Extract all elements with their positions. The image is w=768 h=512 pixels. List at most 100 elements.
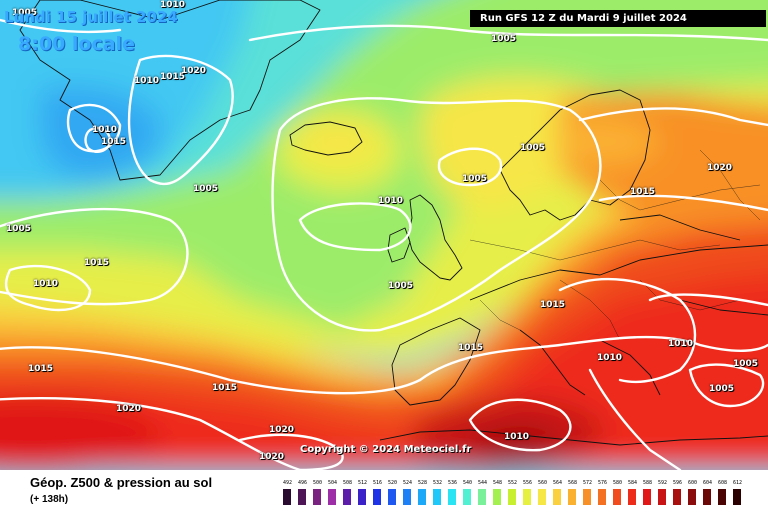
legend-swatch — [568, 489, 576, 505]
legend-value: 516 — [373, 480, 383, 486]
weather-map: 1005 1010 1015 1020 1010 1015 1005 1010 … — [0, 0, 768, 470]
legend-swatch — [433, 489, 441, 505]
forecast-offset: (+ 138h) — [30, 494, 69, 505]
legend-value: 604 — [703, 480, 713, 486]
legend-value: 500 — [313, 480, 323, 486]
legend-swatch — [373, 489, 381, 505]
isobar-label: 1015 — [101, 137, 127, 147]
isobar-label: 1005 — [709, 384, 735, 394]
legend-value: 536 — [448, 480, 458, 486]
isobar-label: 1010 — [92, 125, 118, 135]
legend-swatch — [643, 489, 651, 505]
legend-swatch — [613, 489, 621, 505]
isobar-label: 1005 — [520, 143, 546, 153]
legend-value: 564 — [553, 480, 563, 486]
legend-value: 512 — [358, 480, 368, 486]
legend-swatch — [418, 489, 426, 505]
legend-swatch — [463, 489, 471, 505]
forecast-time: 8:00 locale — [18, 33, 135, 55]
isobar-label: 1020 — [269, 425, 295, 435]
isobar-label: 1015 — [84, 258, 110, 268]
legend-swatch — [283, 489, 291, 505]
isobar-label: 1020 — [259, 452, 285, 462]
isobar-label: 1010 — [597, 353, 623, 363]
isobar-label: 1005 — [388, 281, 414, 291]
legend-value: 600 — [688, 480, 698, 486]
isobar-label: 1005 — [462, 174, 488, 184]
legend-swatch — [478, 489, 486, 505]
copyright-notice: Copyright © 2024 Meteociel.fr — [300, 444, 472, 455]
isobar-label: 1015 — [458, 343, 484, 353]
isobar-label: 1015 — [212, 383, 238, 393]
legend-value: 520 — [388, 480, 398, 486]
legend-value: 552 — [508, 480, 518, 486]
legend-value: 588 — [643, 480, 653, 486]
isobar-label: 1010 — [134, 76, 160, 86]
isobar-label: 1020 — [181, 66, 207, 76]
legend-value: 568 — [568, 480, 578, 486]
legend-swatch — [583, 489, 591, 505]
legend-swatch — [523, 489, 531, 505]
isobar-label: 1010 — [160, 0, 186, 10]
legend-swatch — [313, 489, 321, 505]
isobar-label: 1020 — [707, 163, 733, 173]
legend-swatch — [658, 489, 666, 505]
isobar-label: 1005 — [491, 34, 517, 44]
legend-swatch — [403, 489, 411, 505]
isobar-label: 1005 — [733, 359, 759, 369]
isobar-label: 1010 — [504, 432, 530, 442]
legend-value: 540 — [463, 480, 473, 486]
isobar-label: 1010 — [33, 279, 59, 289]
legend-swatch — [688, 489, 696, 505]
isobar-label: 1010 — [378, 196, 404, 206]
legend-value: 496 — [298, 480, 308, 486]
legend-value: 544 — [478, 480, 488, 486]
legend-value: 560 — [538, 480, 548, 486]
legend-swatch — [598, 489, 606, 505]
legend-swatch — [493, 489, 501, 505]
legend-value: 596 — [673, 480, 683, 486]
legend-swatch — [343, 489, 351, 505]
color-scale-legend: 492 496 500 504 508 512 516 520 524 528 532 536 540 5… — [283, 480, 747, 508]
legend-value: 580 — [613, 480, 623, 486]
legend-swatch — [553, 489, 561, 505]
isobar-label: 1020 — [116, 404, 142, 414]
isobar-label: 1015 — [28, 364, 54, 374]
isobar-label: 1015 — [540, 300, 566, 310]
legend-value: 492 — [283, 480, 293, 486]
legend-value: 572 — [583, 480, 593, 486]
legend-swatch — [733, 489, 741, 505]
legend-swatch — [628, 489, 636, 505]
forecast-date: Lundi 15 juillet 2024 — [4, 8, 178, 26]
isobar-label: 1005 — [12, 8, 38, 18]
legend-swatch — [358, 489, 366, 505]
legend-swatch — [328, 489, 336, 505]
legend-swatch — [718, 489, 726, 505]
legend-value: 592 — [658, 480, 668, 486]
legend-value: 548 — [493, 480, 503, 486]
legend-value: 524 — [403, 480, 413, 486]
legend-swatch — [703, 489, 711, 505]
isobar-label: 1015 — [160, 72, 186, 82]
footer: Géop. Z500 & pression au sol (+ 138h) 49… — [0, 470, 768, 512]
isobar-label: 1015 — [630, 187, 656, 197]
model-run-info: Run GFS 12 Z du Mardi 9 juillet 2024 — [470, 10, 766, 27]
isobar-label: 1005 — [6, 224, 32, 234]
legend-swatch — [388, 489, 396, 505]
legend-value: 528 — [418, 480, 428, 486]
legend-swatch — [673, 489, 681, 505]
legend-swatch — [508, 489, 516, 505]
geopotential-field — [0, 0, 768, 470]
map-title: Géop. Z500 & pression au sol — [30, 475, 213, 490]
isobar-label: 1010 — [668, 339, 694, 349]
legend-value: 532 — [433, 480, 443, 486]
legend-swatch — [538, 489, 546, 505]
legend-value: 612 — [733, 480, 743, 486]
legend-value: 508 — [343, 480, 353, 486]
legend-value: 608 — [718, 480, 728, 486]
legend-value: 576 — [598, 480, 608, 486]
legend-swatch — [298, 489, 306, 505]
legend-swatch — [448, 489, 456, 505]
isobar-label: 1005 — [193, 184, 219, 194]
legend-value: 556 — [523, 480, 533, 486]
